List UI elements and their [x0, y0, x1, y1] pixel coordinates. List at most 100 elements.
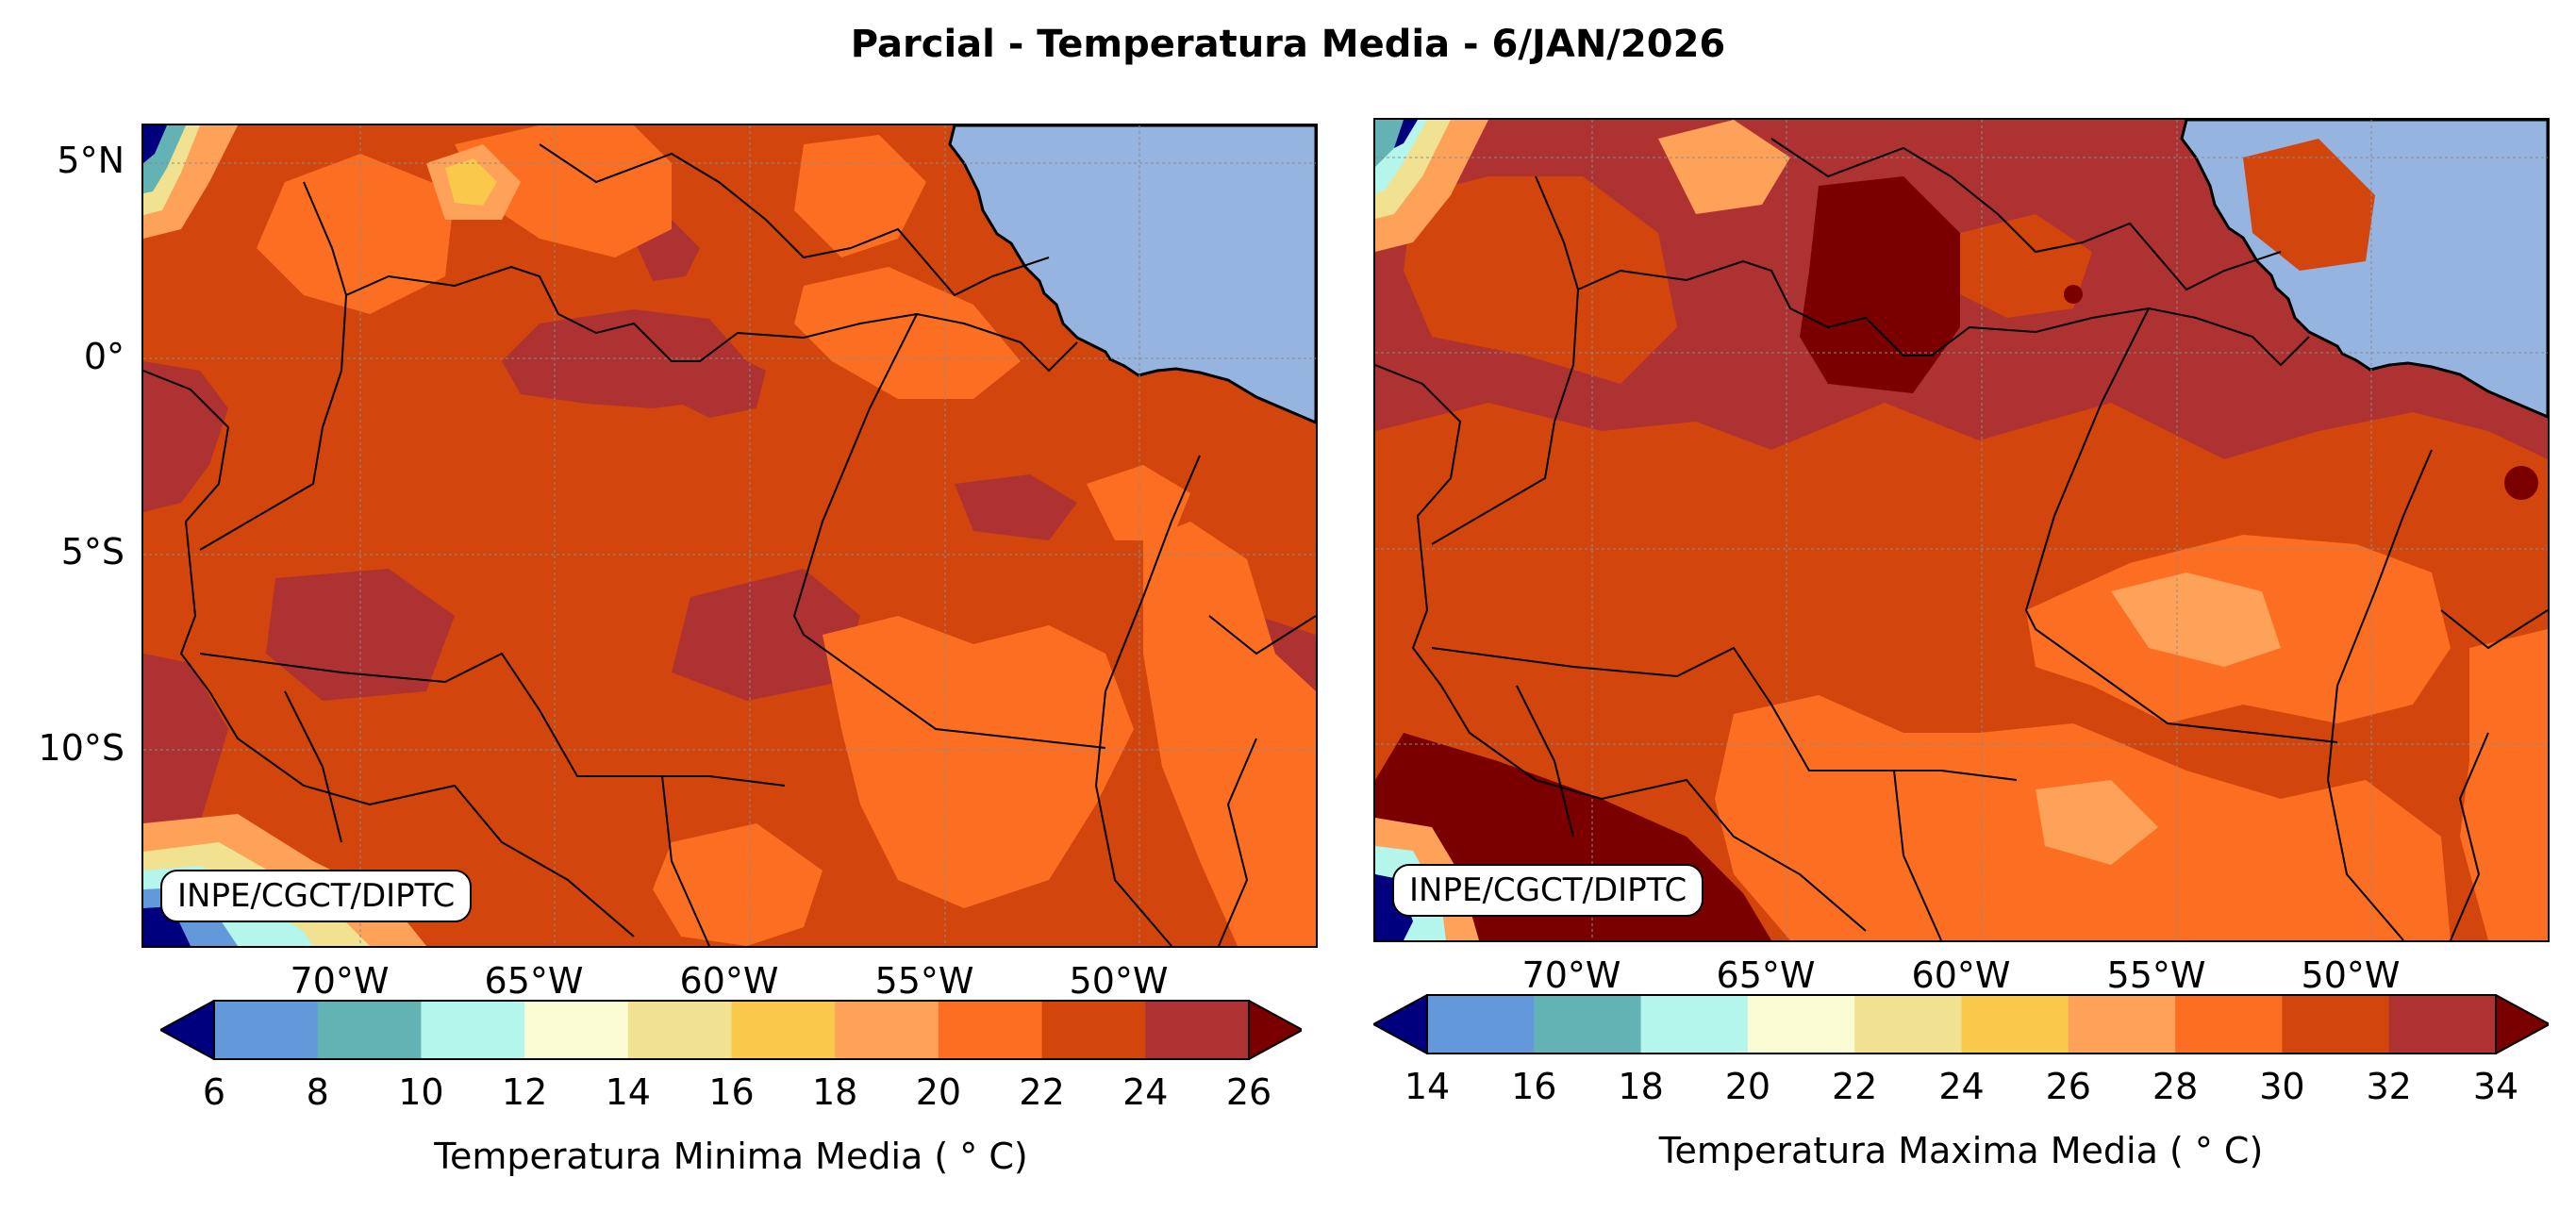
- region-30-32: [1404, 176, 1677, 384]
- region-20-22: [257, 154, 455, 314]
- colorbar-extend-low: [160, 1000, 215, 1060]
- lon-label-50w: 50°W: [1069, 960, 1169, 1002]
- lon-label-70w-right: 70°W: [1521, 954, 1621, 996]
- region-above-34: [2064, 285, 2083, 304]
- region-26-28: [2036, 780, 2158, 865]
- colorbar-right: [1373, 994, 2549, 1054]
- colorbar-left-label: Temperatura Minima Media ( ° C): [434, 1136, 1028, 1177]
- region-24-26: [143, 361, 228, 512]
- colorbar-tick-label: 22: [1832, 1066, 1878, 1107]
- region-below-6: [143, 906, 191, 946]
- colorbar-tick-label: 14: [605, 1071, 651, 1113]
- colorbar-tick-label: 24: [1938, 1066, 1985, 1107]
- colorbar-tick-label: 24: [1122, 1071, 1169, 1113]
- colorbar-tick-label: 18: [1618, 1066, 1664, 1107]
- colorbar-cell: [835, 1001, 939, 1059]
- colorbar-tick-label: 14: [1404, 1066, 1451, 1107]
- colorbar-cell: [627, 1001, 732, 1059]
- political-boundaries: [1375, 138, 2548, 940]
- colorbar-cell: [1854, 995, 1962, 1053]
- colorbar-tick-label: 10: [398, 1071, 444, 1113]
- colorbar-cell: [2175, 995, 2283, 1053]
- region-20-22: [794, 135, 926, 257]
- figure-title: Parcial - Temperatura Media - 6/JAN/2026: [850, 23, 1726, 66]
- colorbar-tick-label: 16: [1511, 1066, 1557, 1107]
- lon-label-60w-right: 60°W: [1911, 954, 2011, 996]
- region-24-26: [672, 352, 766, 418]
- colorbar-cell: [1961, 995, 2069, 1053]
- region-20-22: [455, 125, 672, 257]
- colorbar-cell: [1747, 995, 1855, 1053]
- atlantic-ocean: [948, 125, 1316, 424]
- region-30-32: [2243, 139, 2375, 271]
- region-30-32: [1951, 214, 2092, 318]
- colorbar-cell: [2068, 995, 2176, 1053]
- colorbar-tick-label: 32: [2366, 1066, 2412, 1107]
- colorbar-tick-label: 6: [202, 1071, 226, 1113]
- colorbar-tick-label: 16: [708, 1071, 755, 1113]
- lon-label-55w-right: 55°W: [2106, 954, 2206, 996]
- region-above-34: [2504, 466, 2538, 500]
- lon-label-55w: 55°W: [874, 960, 974, 1002]
- region-28-30: [2460, 629, 2548, 940]
- colorbar-tick-label: 30: [2259, 1066, 2305, 1107]
- map-right-svg: [1375, 120, 2548, 940]
- region-16-18: [445, 158, 497, 206]
- region-28-30: [1658, 120, 1790, 214]
- map-left-svg: [143, 125, 1316, 946]
- region-above-34: [1800, 176, 1960, 393]
- lat-label-5n: 5°N: [57, 140, 125, 181]
- lon-label-70w: 70°W: [290, 960, 390, 1002]
- region-24-26: [955, 474, 1077, 540]
- colorbar-tick-label: 28: [2152, 1066, 2199, 1107]
- colorbar-left-cells: [160, 1000, 1302, 1060]
- colorbar-extend-low: [1373, 994, 1428, 1054]
- colorbar-tick-label: 22: [1019, 1071, 1065, 1113]
- region-below-6: [143, 125, 167, 163]
- colorbar-cell: [524, 1001, 629, 1059]
- credit-label-right: INPE/CGCT/DIPTC: [1392, 864, 1704, 917]
- colorbar-tick-label: 12: [501, 1071, 548, 1113]
- colorbar-cell: [1145, 1001, 1250, 1059]
- colorbar-cell: [938, 1001, 1043, 1059]
- map-left-minimum-temperature: [141, 124, 1318, 948]
- lon-label-65w: 65°W: [484, 960, 584, 1002]
- colorbar-right-label: Temperatura Maxima Media ( ° C): [1658, 1130, 2264, 1171]
- colorbar-cell: [2388, 995, 2497, 1053]
- colorbar-cell: [1640, 995, 1749, 1053]
- colorbar-cell: [1534, 995, 1642, 1053]
- lat-label-10s: 10°S: [38, 727, 125, 769]
- graticule: [143, 125, 1316, 946]
- lat-label-0: 0°: [83, 336, 125, 377]
- colorbar-cell: [421, 1001, 525, 1059]
- region-20-22: [1143, 522, 1316, 946]
- credit-label-left: INPE/CGCT/DIPTC: [160, 870, 473, 922]
- colorbar-tick-label: 26: [1225, 1071, 1272, 1113]
- colorbar-tick-label: 20: [1724, 1066, 1771, 1107]
- colorbar-extend-high: [1248, 1000, 1302, 1060]
- region-24-26: [143, 654, 228, 842]
- region-20-22: [1087, 465, 1190, 540]
- colorbar-tick-label: 20: [915, 1071, 962, 1113]
- region-below-14: [1394, 120, 1418, 148]
- colorbar-cell: [2282, 995, 2390, 1053]
- lon-label-60w: 60°W: [679, 960, 779, 1002]
- graticule: [1375, 120, 2548, 940]
- colorbar-extend-high: [2495, 994, 2549, 1054]
- colorbar-cell: [1427, 995, 1535, 1053]
- colorbar-tick-label: 8: [306, 1071, 329, 1113]
- colorbar-cell: [731, 1001, 836, 1059]
- colorbar-left: [160, 1000, 1302, 1060]
- map-right-maximum-temperature: [1373, 118, 2550, 942]
- political-boundaries: [143, 143, 1316, 946]
- colorbar-cell: [214, 1001, 319, 1059]
- colorbar-tick-label: 34: [2472, 1066, 2519, 1107]
- lat-label-5s: 5°S: [60, 531, 125, 572]
- colorbar-cell: [1041, 1001, 1146, 1059]
- region-26-28: [2111, 572, 2281, 667]
- lon-label-65w-right: 65°W: [1716, 954, 1816, 996]
- colorbar-cell: [317, 1001, 422, 1059]
- colorbar-right-cells: [1373, 994, 2549, 1054]
- colorbar-tick-label: 18: [812, 1071, 858, 1113]
- region-24-26: [672, 569, 860, 701]
